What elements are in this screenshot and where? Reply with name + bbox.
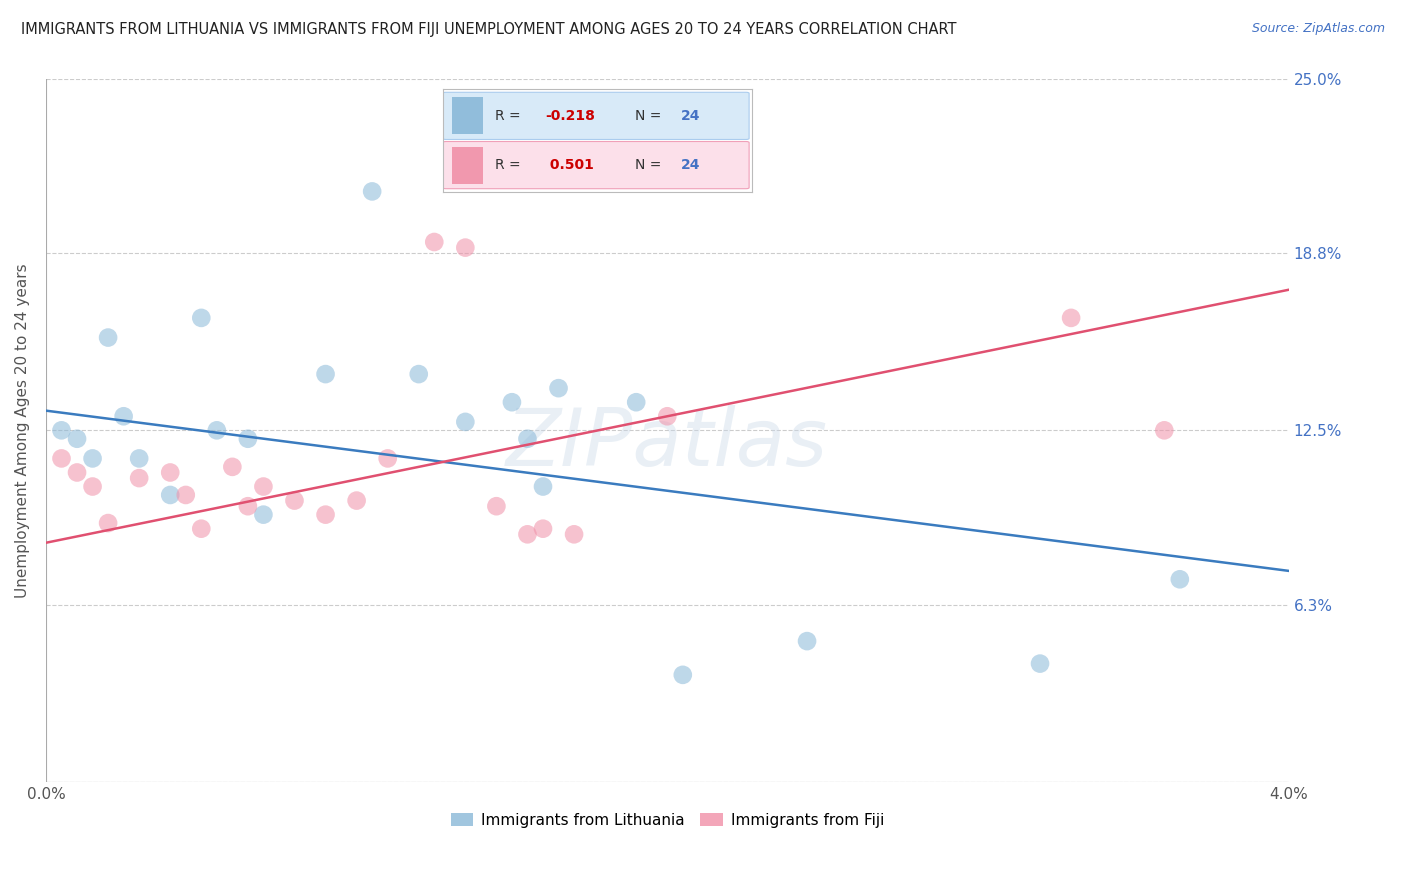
Point: [174, 488, 197, 502]
Point: [516, 432, 538, 446]
Point: [128, 451, 150, 466]
Point: [423, 235, 446, 249]
Text: Source: ZipAtlas.com: Source: ZipAtlas.com: [1251, 22, 1385, 36]
FancyBboxPatch shape: [453, 146, 484, 184]
Point: [205, 423, 228, 437]
Point: [66, 432, 89, 446]
Point: [1153, 423, 1175, 437]
Point: [82, 479, 104, 493]
Point: [190, 310, 212, 325]
Point: [1029, 657, 1052, 671]
Point: [501, 395, 523, 409]
Text: N =: N =: [634, 109, 661, 123]
Point: [624, 395, 647, 409]
Point: [159, 488, 181, 502]
Point: [315, 367, 337, 381]
Text: R =: R =: [495, 109, 522, 123]
Point: [346, 493, 368, 508]
FancyBboxPatch shape: [453, 97, 484, 135]
Point: [236, 432, 259, 446]
Point: [1168, 572, 1191, 586]
Text: R =: R =: [495, 158, 522, 172]
Point: [562, 527, 585, 541]
Point: [283, 493, 305, 508]
Point: [485, 499, 508, 513]
Point: [112, 409, 135, 424]
Point: [51, 451, 73, 466]
Point: [315, 508, 337, 522]
Point: [531, 479, 554, 493]
Y-axis label: Unemployment Among Ages 20 to 24 years: Unemployment Among Ages 20 to 24 years: [15, 263, 30, 598]
Point: [1060, 310, 1083, 325]
Point: [66, 466, 89, 480]
Legend: Immigrants from Lithuania, Immigrants from Fiji: Immigrants from Lithuania, Immigrants fr…: [444, 806, 890, 834]
Point: [547, 381, 569, 395]
Text: 24: 24: [681, 109, 700, 123]
Text: ZIPatlas: ZIPatlas: [506, 405, 828, 483]
Point: [51, 423, 73, 437]
Point: [236, 499, 259, 513]
Point: [159, 466, 181, 480]
Point: [672, 668, 695, 682]
Point: [252, 508, 274, 522]
Point: [454, 241, 477, 255]
Point: [221, 459, 243, 474]
FancyBboxPatch shape: [443, 92, 749, 139]
Point: [377, 451, 399, 466]
Point: [408, 367, 430, 381]
Point: [454, 415, 477, 429]
Point: [97, 330, 120, 344]
Point: [252, 479, 274, 493]
Text: IMMIGRANTS FROM LITHUANIA VS IMMIGRANTS FROM FIJI UNEMPLOYMENT AMONG AGES 20 TO : IMMIGRANTS FROM LITHUANIA VS IMMIGRANTS …: [21, 22, 956, 37]
Text: 0.501: 0.501: [546, 158, 593, 172]
Text: -0.218: -0.218: [546, 109, 595, 123]
Point: [82, 451, 104, 466]
Point: [97, 516, 120, 530]
Text: N =: N =: [634, 158, 661, 172]
Point: [128, 471, 150, 485]
Point: [531, 522, 554, 536]
Point: [190, 522, 212, 536]
Point: [516, 527, 538, 541]
Point: [657, 409, 679, 424]
FancyBboxPatch shape: [443, 142, 749, 189]
Text: 24: 24: [681, 158, 700, 172]
Point: [361, 185, 384, 199]
Point: [796, 634, 818, 648]
